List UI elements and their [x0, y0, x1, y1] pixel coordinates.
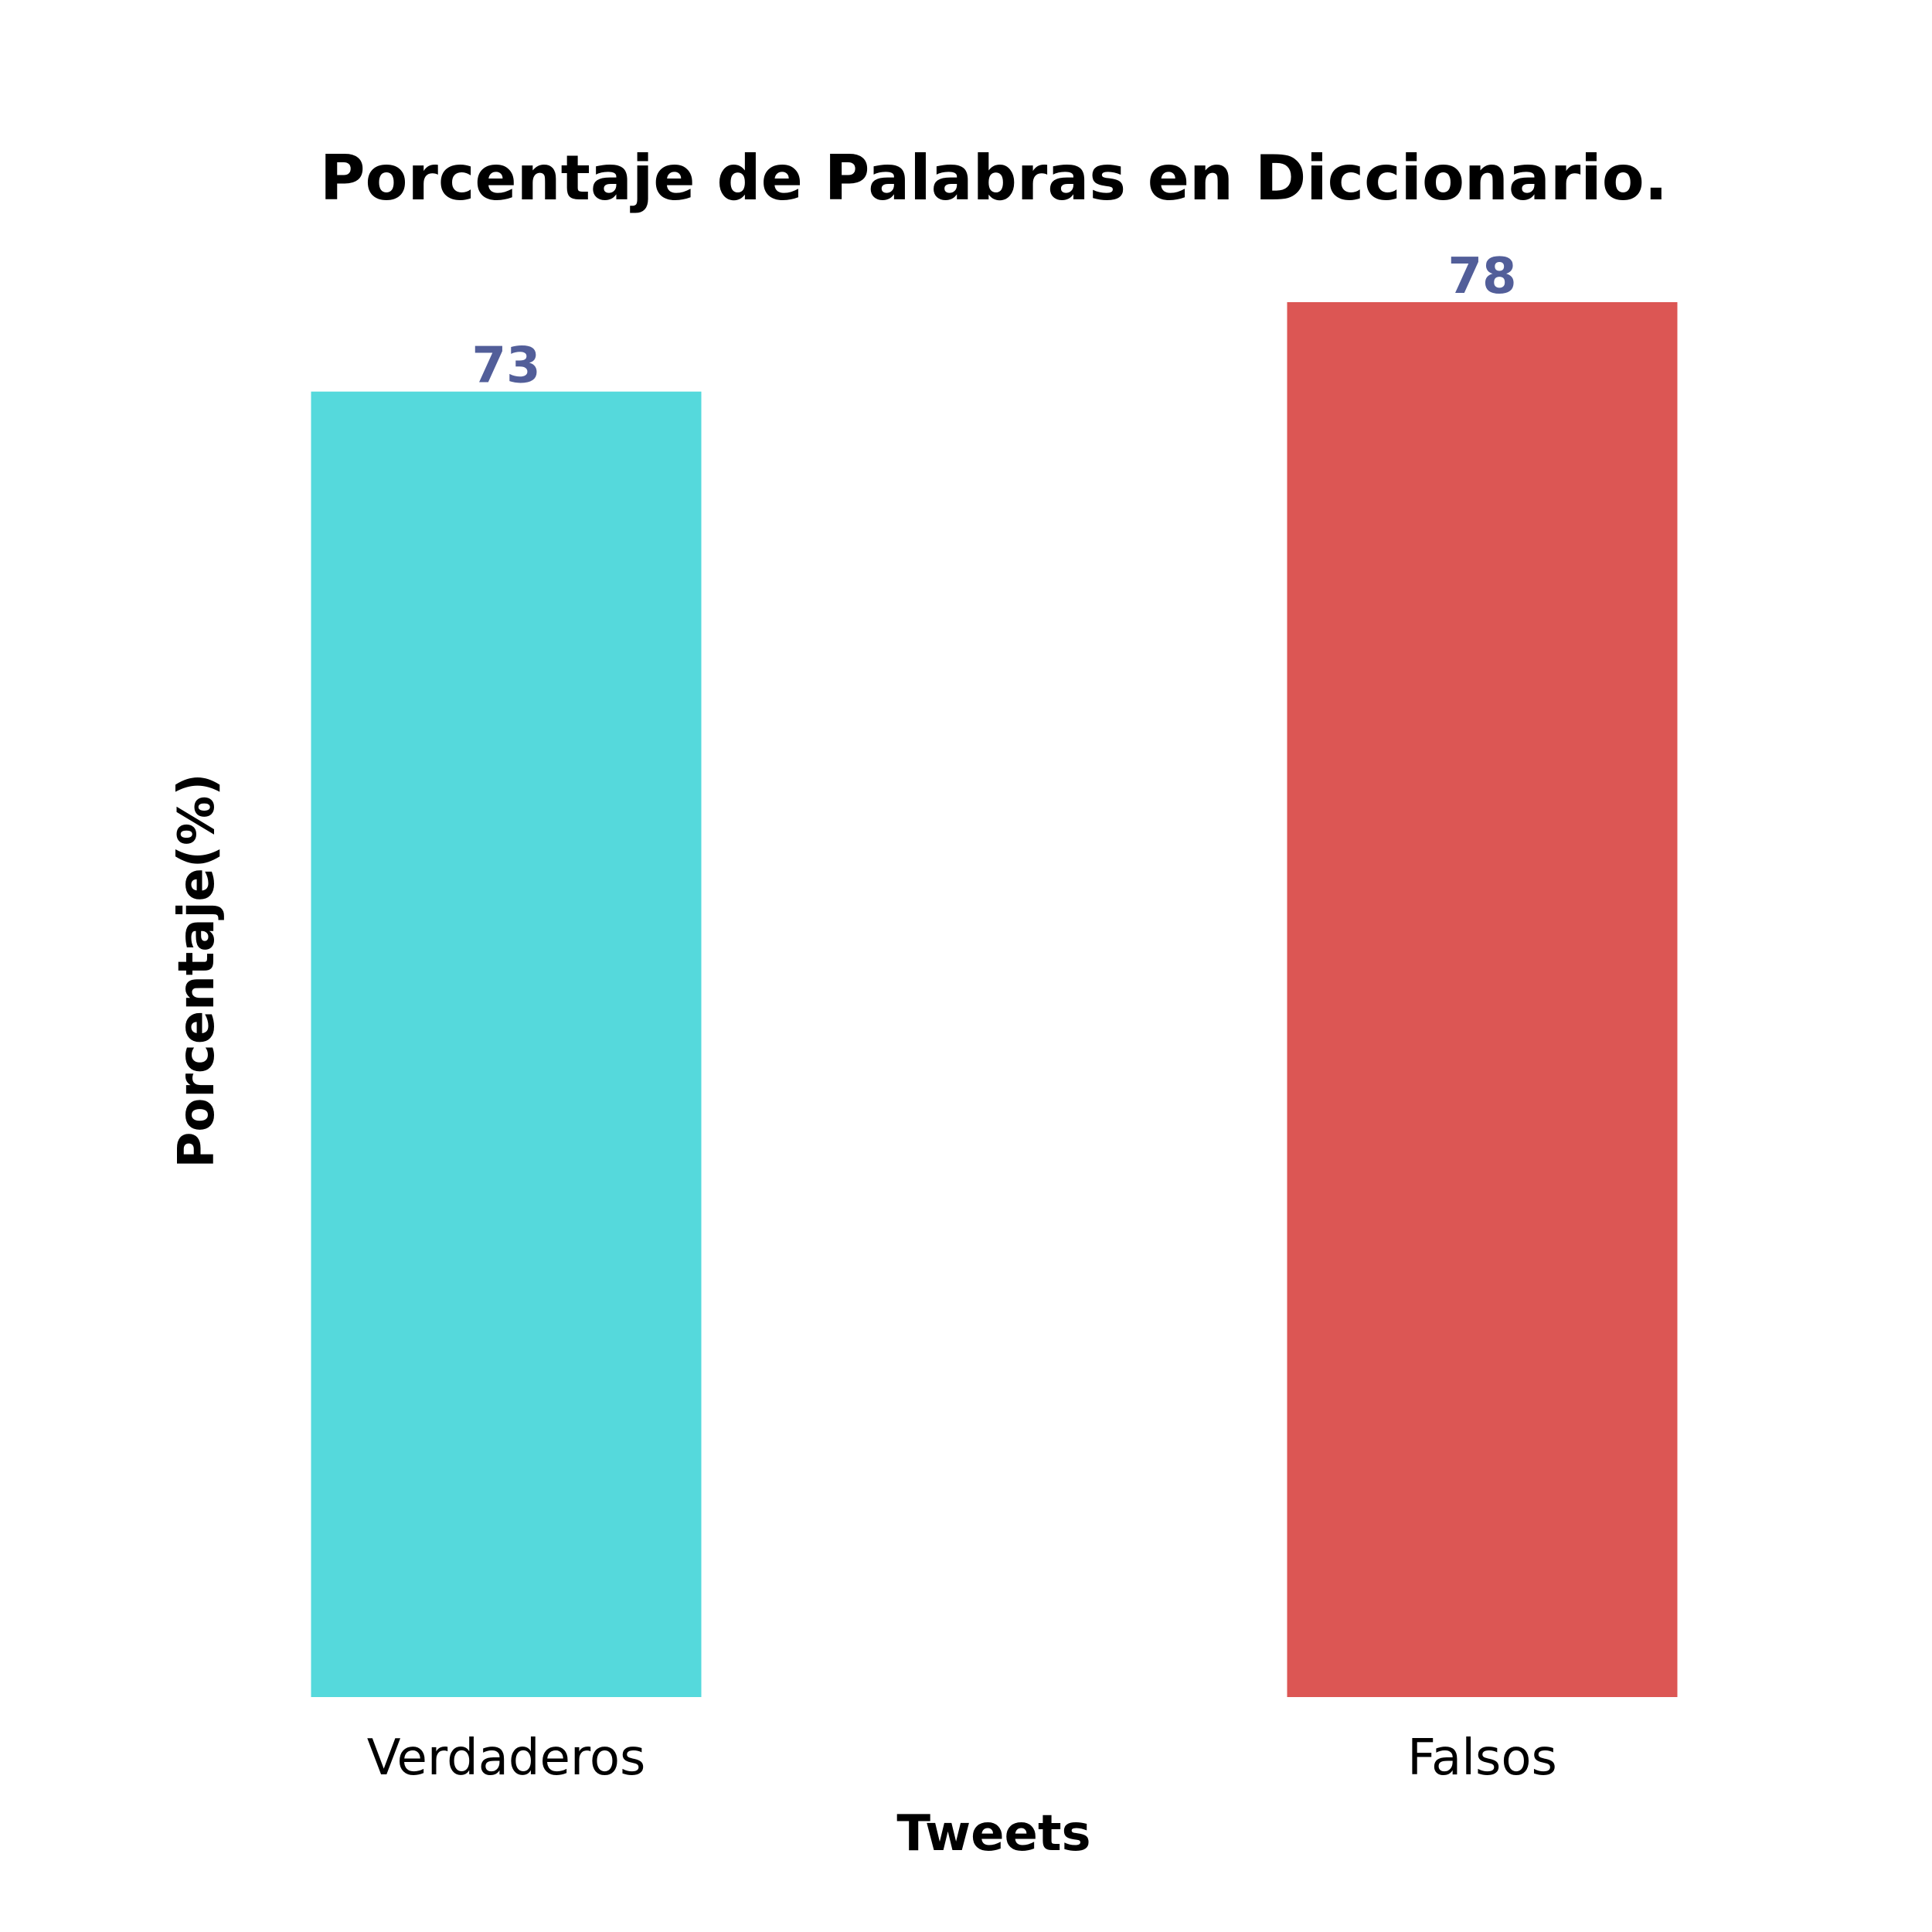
x-tick-labels-group: Verdaderos Falsos — [367, 1730, 1557, 1787]
bars-group — [311, 302, 1678, 1698]
data-label-verdaderos: 73 — [471, 338, 540, 395]
x-axis-label: Tweets — [896, 1805, 1090, 1862]
data-labels-group: 73 78 — [471, 248, 1516, 395]
bar-verdaderos — [311, 391, 702, 1698]
chart-title: Porcentaje de Palabras en Diccionario. — [320, 142, 1668, 214]
data-label-falsos: 78 — [1447, 248, 1516, 305]
bar-falsos — [1287, 302, 1678, 1697]
x-tick-label-verdaderos: Verdaderos — [367, 1730, 646, 1787]
y-axis-label: Porcentaje(%) — [168, 773, 226, 1168]
x-tick-label-falsos: Falsos — [1407, 1730, 1557, 1787]
